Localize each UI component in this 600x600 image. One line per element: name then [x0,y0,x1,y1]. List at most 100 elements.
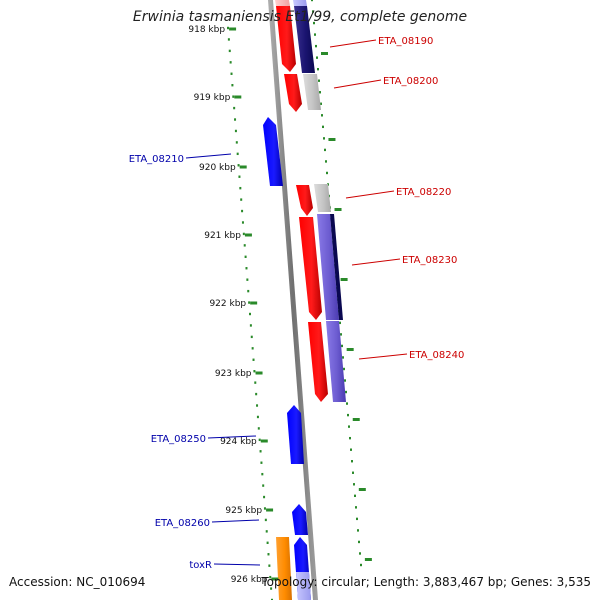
tick-dot [246,278,249,281]
tick-dot [248,301,251,304]
tick-dot [344,379,346,382]
tick-dot [356,517,358,521]
tick-dot [350,448,352,451]
tick-dot [228,49,231,53]
gene-block [275,0,290,6]
tick-dot [264,518,267,522]
tick-dot [241,209,244,213]
tick-dot [259,450,262,453]
gene-label[interactable]: ETA_08210 [129,154,184,165]
gene-block [276,6,296,72]
gene-block [287,405,304,464]
ruler-tick [229,27,237,31]
tick-dot [319,91,321,94]
ruler-tick [244,233,252,237]
label-leader-line [185,153,232,159]
ruler-label: 925 kbp [225,506,262,516]
gene-label[interactable]: ETA_08220 [396,187,451,198]
genome-backbone [268,0,318,600]
tick-dot [251,347,254,350]
tick-dot [265,530,268,533]
tick-dot [232,95,235,98]
tick-dot [237,164,240,167]
page-title: Erwinia tasmaniensis Et1/99, complete ge… [132,9,468,25]
accession-text: Accession: NC_010694 [9,575,146,589]
tick-dot [343,367,345,371]
gene-label[interactable]: ETA_08260 [155,518,210,529]
tick-dot [354,494,356,498]
tick-dot [311,0,313,2]
gene-block [326,321,346,402]
ruler-label: 926 kbp [231,575,268,585]
gene-block [263,117,283,186]
ruler-label: 922 kbp [209,299,246,309]
gene-block [284,74,302,112]
tick-dot [249,312,251,316]
tick-dot [236,152,239,156]
gene-block [303,74,321,110]
tick-dot [349,436,351,440]
tick-dot [234,129,237,133]
ruler-tick [334,208,342,211]
label-leader-line [211,519,260,523]
tick-dot [318,79,320,82]
tick-dot [320,102,322,105]
inner-tick-track [227,26,273,600]
gene-label[interactable]: toxR [189,560,212,571]
tick-dot [262,484,265,487]
tick-dot [325,160,327,163]
tick-dot [270,587,273,590]
gene-label[interactable]: ETA_08240 [409,350,464,361]
tick-dot [345,390,347,394]
gene-label[interactable]: ETA_08250 [151,434,206,445]
tick-dot [254,381,257,384]
gene-label[interactable]: ETA_08230 [402,255,457,266]
tick-dot [260,461,263,464]
ruler-label: 920 kbp [199,163,236,173]
gene-label[interactable]: ETA_08200 [383,76,438,87]
reverse-strand-genes [263,117,311,600]
gene-block [314,184,331,212]
label-leader-line [358,353,408,360]
tick-dot [268,564,271,567]
tick-dot [227,26,229,30]
ruler-labels: 918 kbp 919 kbp 920 kbp 921 kbp 922 kbp 923 k… [188,25,372,585]
ruler-label: 923 kbp [215,369,252,379]
gene-label[interactable]: ETA_08190 [378,36,433,47]
gene-block [294,6,315,73]
tick-dot [323,137,325,140]
gene-block [293,0,307,6]
tick-dot [239,186,242,190]
tick-dot [341,344,343,348]
tick-dot [353,483,355,486]
label-leader-line [351,258,401,266]
tick-dot [359,552,361,555]
gene-block [317,214,339,320]
gene-block [308,322,328,402]
gene-block [292,504,308,535]
forward-strand-genes [275,0,346,402]
tick-dot [249,324,252,327]
ruler-tick [260,439,268,443]
tick-dot [257,427,260,430]
tick-dot [250,335,253,339]
tick-dot [267,553,270,556]
ruler-tick [250,301,258,305]
ruler-label: 918 kbp [188,25,225,35]
tick-dot [357,529,359,532]
tick-dot [266,541,269,544]
tick-dot [326,171,328,175]
tick-dot [347,413,349,417]
topology-text: Topology: circular; Length: 3,883,467 bp… [261,575,591,589]
tick-dot [271,598,273,600]
tick-dot [346,402,348,405]
tick-dot [252,358,255,361]
tick-dot [360,563,362,567]
ruler-tick [358,488,366,491]
tick-dot [230,72,233,75]
ruler-tick [352,418,360,421]
tick-dot [316,56,318,59]
tick-dot [244,255,247,258]
ruler-tick [340,278,348,281]
